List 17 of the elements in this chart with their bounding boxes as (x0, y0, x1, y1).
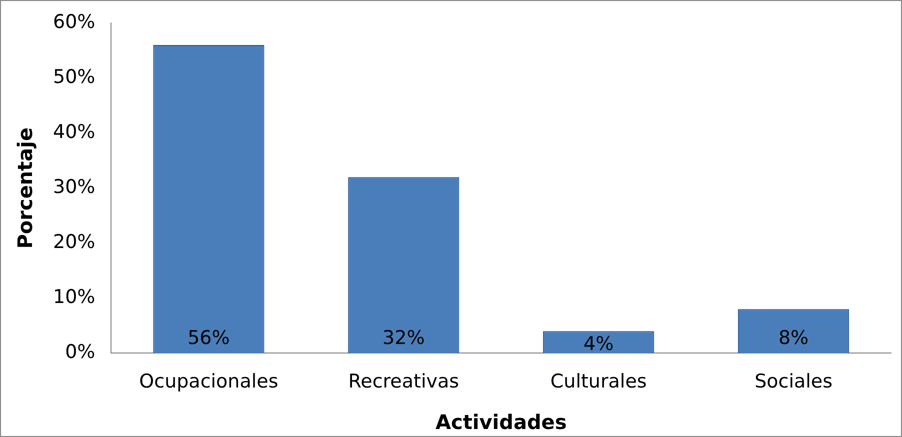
data-label: 8% (778, 327, 809, 350)
y-tick-label: 30% (52, 176, 96, 198)
x-tick-label: Sociales (754, 370, 832, 393)
data-label: 32% (382, 327, 425, 350)
y-tick-label: 50% (52, 66, 96, 88)
y-tick-label: 40% (52, 121, 96, 144)
data-label: 56% (188, 327, 230, 350)
y-axis-title: Porcentaje (13, 127, 38, 249)
x-tick-label: Ocupacionales (139, 370, 278, 393)
x-tick-label: Recreativas (348, 370, 460, 393)
y-tick-label: 60% (52, 10, 96, 33)
x-tick-label: Culturales (550, 370, 647, 393)
y-tick-label: 20% (52, 231, 96, 254)
data-label: 4% (584, 333, 614, 356)
y-tick-label: 10% (52, 286, 96, 308)
x-axis-title: Actividades (435, 410, 567, 434)
y-tick-label: 0% (65, 341, 96, 364)
